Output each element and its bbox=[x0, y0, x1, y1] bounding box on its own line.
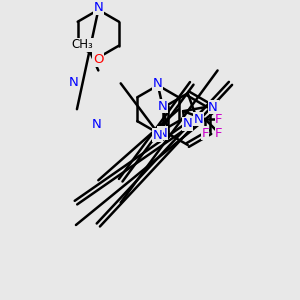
Text: O: O bbox=[93, 53, 104, 66]
Text: F: F bbox=[201, 127, 209, 140]
Text: F: F bbox=[215, 112, 223, 126]
Text: CH₃: CH₃ bbox=[72, 38, 93, 51]
Text: N: N bbox=[92, 118, 101, 130]
Text: F: F bbox=[215, 127, 223, 140]
Text: N: N bbox=[208, 101, 218, 114]
Text: N: N bbox=[158, 100, 167, 113]
Text: N: N bbox=[94, 1, 103, 14]
Text: N: N bbox=[153, 77, 163, 90]
Text: N: N bbox=[153, 128, 163, 142]
Text: N: N bbox=[158, 127, 167, 140]
Text: N: N bbox=[69, 76, 79, 89]
Text: N: N bbox=[194, 112, 204, 126]
Text: N: N bbox=[183, 117, 192, 130]
